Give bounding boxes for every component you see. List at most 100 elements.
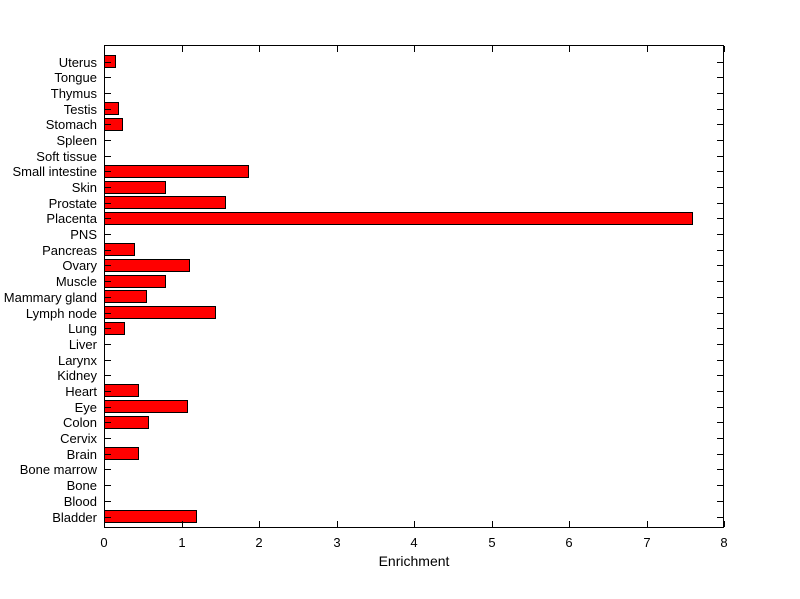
y-tick-right bbox=[717, 391, 723, 392]
x-tick-top bbox=[492, 46, 493, 52]
x-tick-bottom bbox=[414, 521, 415, 527]
x-tick-bottom bbox=[724, 521, 725, 527]
category-label: Pancreas bbox=[42, 243, 97, 258]
category-label: Liver bbox=[68, 337, 97, 352]
category-label: Colon bbox=[63, 415, 97, 430]
y-tick-left bbox=[105, 62, 111, 63]
x-tick-label: 1 bbox=[178, 535, 186, 550]
x-tick-top bbox=[414, 46, 415, 52]
y-tick-right bbox=[717, 422, 723, 423]
y-tick-left bbox=[105, 140, 111, 141]
x-tick-label: 6 bbox=[565, 535, 573, 550]
category-label: Eye bbox=[74, 400, 97, 415]
bar-lymph-node bbox=[104, 306, 216, 319]
category-label: Stomach bbox=[45, 117, 97, 132]
y-tick-left bbox=[105, 407, 111, 408]
bar-lung bbox=[104, 322, 125, 335]
y-tick-left bbox=[105, 265, 111, 266]
plot-area bbox=[104, 45, 724, 528]
y-tick-right bbox=[717, 485, 723, 486]
y-tick-right bbox=[717, 344, 723, 345]
y-tick-left bbox=[105, 156, 111, 157]
x-tick-label: 7 bbox=[643, 535, 651, 550]
y-tick-left bbox=[105, 438, 111, 439]
y-tick-right bbox=[717, 62, 723, 63]
category-label: Ovary bbox=[62, 258, 97, 273]
x-tick-top bbox=[104, 46, 105, 52]
y-tick-left bbox=[105, 171, 111, 172]
y-tick-left bbox=[105, 234, 111, 235]
category-label: Brain bbox=[66, 447, 97, 462]
y-tick-right bbox=[717, 297, 723, 298]
y-tick-left bbox=[105, 187, 111, 188]
bar-prostate bbox=[104, 196, 226, 209]
x-tick-top bbox=[569, 46, 570, 52]
x-tick-bottom bbox=[104, 521, 105, 527]
category-label: Thymus bbox=[50, 86, 97, 101]
y-tick-right bbox=[717, 156, 723, 157]
category-label: Spleen bbox=[56, 133, 97, 148]
bar-uterus bbox=[104, 55, 116, 68]
y-tick-left bbox=[105, 501, 111, 502]
y-tick-right bbox=[717, 501, 723, 502]
y-tick-right bbox=[717, 454, 723, 455]
category-label: Placenta bbox=[46, 211, 97, 226]
category-label: Larynx bbox=[57, 353, 97, 368]
x-tick-label: 4 bbox=[410, 535, 418, 550]
y-tick-left bbox=[105, 328, 111, 329]
x-tick-top bbox=[182, 46, 183, 52]
y-tick-right bbox=[717, 171, 723, 172]
y-tick-left bbox=[105, 454, 111, 455]
y-tick-right bbox=[717, 375, 723, 376]
bar-skin bbox=[104, 181, 166, 194]
category-label: Blood bbox=[63, 494, 97, 509]
bar-brain bbox=[104, 447, 139, 460]
category-label: Lymph node bbox=[25, 306, 97, 321]
bar-eye bbox=[104, 400, 188, 413]
y-tick-left bbox=[105, 375, 111, 376]
y-tick-right bbox=[717, 407, 723, 408]
bar-mammary-gland bbox=[104, 290, 147, 303]
y-tick-right bbox=[717, 265, 723, 266]
y-tick-right bbox=[717, 360, 723, 361]
x-tick-label: 0 bbox=[100, 535, 108, 550]
x-tick-bottom bbox=[182, 521, 183, 527]
y-tick-left bbox=[105, 313, 111, 314]
y-tick-right bbox=[717, 187, 723, 188]
x-tick-bottom bbox=[569, 521, 570, 527]
y-tick-left bbox=[105, 250, 111, 251]
category-label: Bone bbox=[66, 478, 97, 493]
bar-placenta bbox=[104, 212, 693, 225]
category-label: Small intestine bbox=[12, 164, 97, 179]
category-label: Bladder bbox=[52, 510, 97, 525]
y-tick-left bbox=[105, 124, 111, 125]
y-tick-left bbox=[105, 77, 111, 78]
y-tick-right bbox=[717, 218, 723, 219]
category-label: PNS bbox=[70, 227, 97, 242]
category-label: Muscle bbox=[55, 274, 97, 289]
y-tick-left bbox=[105, 485, 111, 486]
y-tick-right bbox=[717, 281, 723, 282]
category-label: Tongue bbox=[54, 70, 97, 85]
x-tick-top bbox=[337, 46, 338, 52]
bar-small-intestine bbox=[104, 165, 249, 178]
x-tick-label: 2 bbox=[255, 535, 263, 550]
bar-heart bbox=[104, 384, 139, 397]
y-tick-left bbox=[105, 281, 111, 282]
category-label: Testis bbox=[63, 102, 97, 117]
bar-testis bbox=[104, 102, 119, 115]
y-tick-left bbox=[105, 344, 111, 345]
y-tick-left bbox=[105, 360, 111, 361]
y-tick-right bbox=[717, 203, 723, 204]
category-label: Skin bbox=[71, 180, 97, 195]
category-label: Mammary gland bbox=[3, 290, 97, 305]
y-tick-right bbox=[717, 93, 723, 94]
y-tick-right bbox=[717, 250, 723, 251]
y-tick-left bbox=[105, 391, 111, 392]
x-tick-bottom bbox=[259, 521, 260, 527]
category-label: Uterus bbox=[58, 55, 97, 70]
bar-ovary bbox=[104, 259, 190, 272]
y-tick-right bbox=[717, 124, 723, 125]
y-tick-right bbox=[717, 77, 723, 78]
